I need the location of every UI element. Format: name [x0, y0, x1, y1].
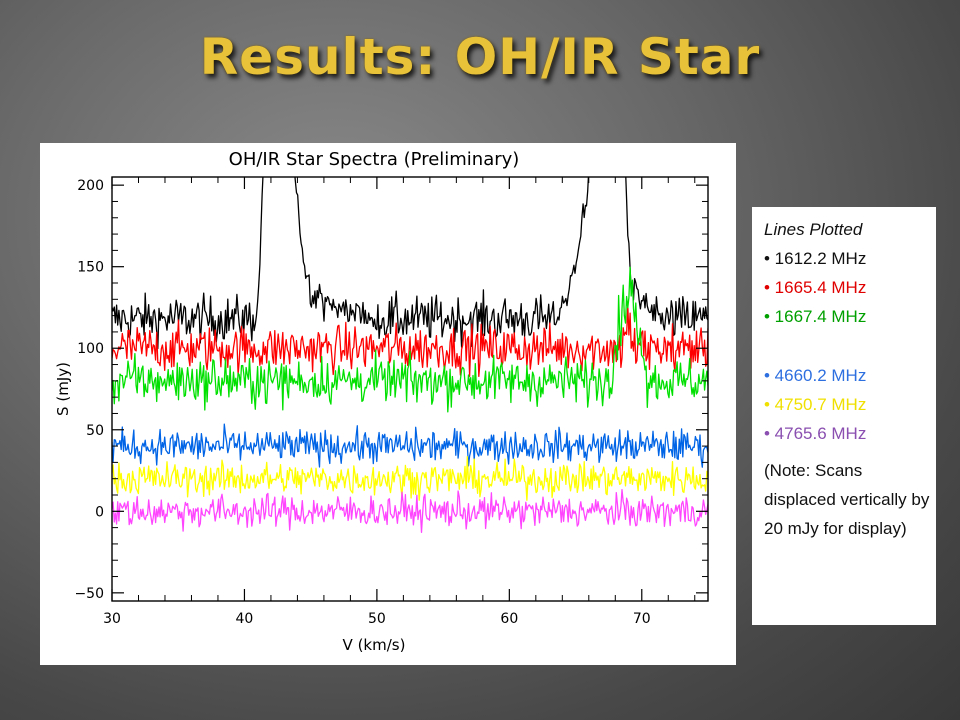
legend-heading: Lines Plotted	[764, 220, 863, 239]
legend-item-1665: • 1665.4 MHz	[764, 278, 867, 297]
spectrum-series-3	[112, 423, 708, 468]
slide-title: Results: OH/IR Star	[199, 28, 761, 86]
x-tick-label: 70	[633, 611, 651, 627]
axis-layer: 30 40 50 60 70 200 150 100 50 0 −50	[74, 177, 708, 627]
series-layer	[112, 177, 708, 533]
legend-item-4660: • 4660.2 MHz	[764, 366, 867, 385]
x-tick-label: 30	[103, 611, 121, 627]
y-tick-label: 200	[77, 178, 104, 194]
spectrum-series-5	[112, 489, 708, 533]
spectra-plot: 30 40 50 60 70 200 150 100 50 0 −50 OH/IR Star Spe…	[40, 143, 736, 665]
spectrum-series-0	[112, 177, 708, 350]
legend-item-1667: • 1667.4 MHz	[764, 307, 867, 326]
legend-spacer	[764, 331, 936, 361]
chart-title: OH/IR Star Spectra (Preliminary)	[229, 149, 520, 170]
legend-item-1612: • 1612.2 MHz	[764, 249, 867, 268]
x-tick-label: 60	[500, 611, 518, 627]
y-tick-label: 0	[95, 504, 104, 520]
y-tick-label: −50	[74, 586, 104, 602]
legend-item-4765: • 4765.6 MHz	[764, 424, 867, 443]
spectrum-series-1	[112, 304, 708, 378]
spectrum-series-4	[112, 456, 708, 501]
spectrum-series-2	[112, 266, 708, 413]
legend-note: (Note: Scans displaced vertically by 20 …	[764, 461, 930, 538]
y-tick-label: 50	[86, 423, 104, 439]
spectra-chart-svg: 30 40 50 60 70 200 150 100 50 0 −50 OH/IR Star Spe…	[54, 149, 709, 654]
y-tick-label: 100	[77, 341, 104, 357]
x-tick-label: 40	[236, 611, 254, 627]
x-tick-label: 50	[368, 611, 386, 627]
x-axis-label: V (km/s)	[343, 636, 406, 654]
legend-item-4750: • 4750.7 MHz	[764, 395, 867, 414]
legend-box: Lines Plotted • 1612.2 MHz • 1665.4 MHz …	[752, 207, 936, 625]
plot-frame	[111, 176, 709, 602]
y-axis-label: S (mJy)	[54, 362, 72, 416]
y-tick-label: 150	[77, 260, 104, 276]
